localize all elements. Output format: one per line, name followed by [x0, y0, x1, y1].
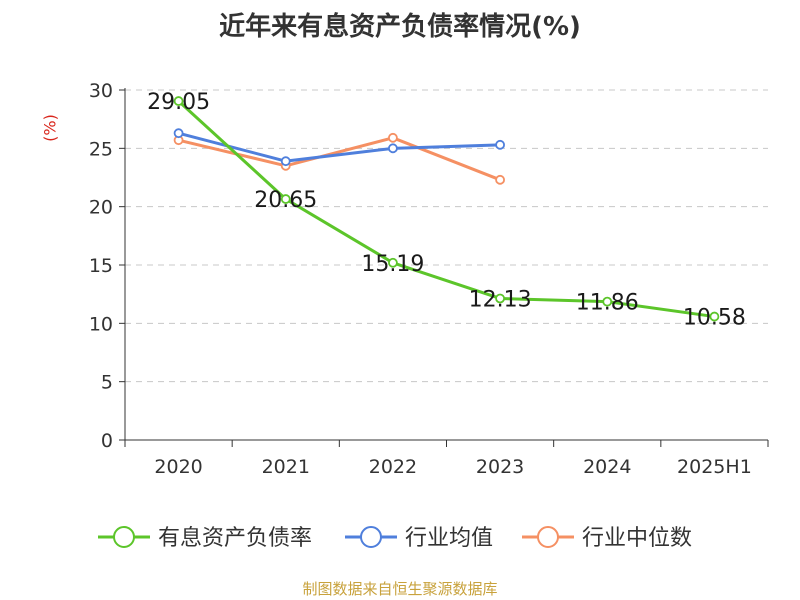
data-point: [495, 139, 505, 150]
y-tick-label: 30: [89, 80, 113, 102]
y-tick-label: 5: [101, 372, 113, 394]
x-tick-label: 2022: [369, 456, 417, 478]
data-point: [495, 293, 505, 304]
data-point: [280, 194, 291, 204]
x-tick-labels: 2020 2021 2022 2023 2024 2025H1: [154, 456, 751, 478]
data-labels: 29.05 20.65 15.19 12.13 11.86 10.58: [147, 90, 746, 330]
data-point: [388, 143, 398, 154]
y-tick-label: 20: [89, 197, 113, 219]
grid-lines: [125, 89, 768, 383]
x-tick-label: 2025H1: [677, 456, 752, 478]
x-tick-label: 2023: [476, 456, 524, 478]
series-lines: [177, 99, 715, 319]
data-label: 10.58: [683, 306, 746, 331]
data-label: 15.19: [361, 252, 424, 277]
data-point: [495, 174, 505, 185]
series-line: [177, 99, 715, 319]
data-point: [173, 96, 184, 106]
data-label: 20.65: [254, 188, 317, 213]
source-note: 制图数据来自恒生聚源数据库: [302, 580, 498, 598]
y-tick-label: 0: [101, 430, 113, 452]
y-tick-label: 10: [89, 313, 113, 335]
y-tick-label: 25: [89, 138, 113, 160]
data-label: 29.05: [147, 90, 210, 115]
legend-marker: [113, 526, 135, 548]
series-points: [173, 96, 720, 322]
series-line: [178, 131, 501, 163]
data-point: [280, 156, 291, 167]
data-label: 11.86: [576, 291, 639, 316]
legend-marker: [360, 526, 382, 548]
legend-marker: [537, 526, 559, 548]
x-tick-label: 2024: [583, 456, 631, 478]
chart-title: 近年来有息资产负债率情况(%): [219, 12, 581, 42]
data-label: 12.13: [469, 287, 532, 312]
x-tick-label: 2021: [262, 456, 310, 478]
data-point: [388, 132, 398, 143]
data-point: [173, 128, 184, 139]
data-point: [602, 296, 613, 307]
legend-label: 行业均值: [405, 526, 493, 551]
legend-label: 行业中位数: [582, 526, 692, 551]
series-line: [178, 136, 501, 182]
y-tick-labels: 0 5 10 15 20 25 30: [89, 80, 113, 452]
legend-label: 有息资产负债率: [158, 526, 312, 551]
x-tick-label: 2020: [154, 456, 202, 478]
y-tick-label: 15: [89, 255, 113, 277]
axes: [119, 88, 769, 447]
data-point: [388, 257, 398, 268]
legend: 有息资产负债率 行业均值 行业中位数: [98, 526, 692, 551]
data-point: [709, 311, 720, 322]
